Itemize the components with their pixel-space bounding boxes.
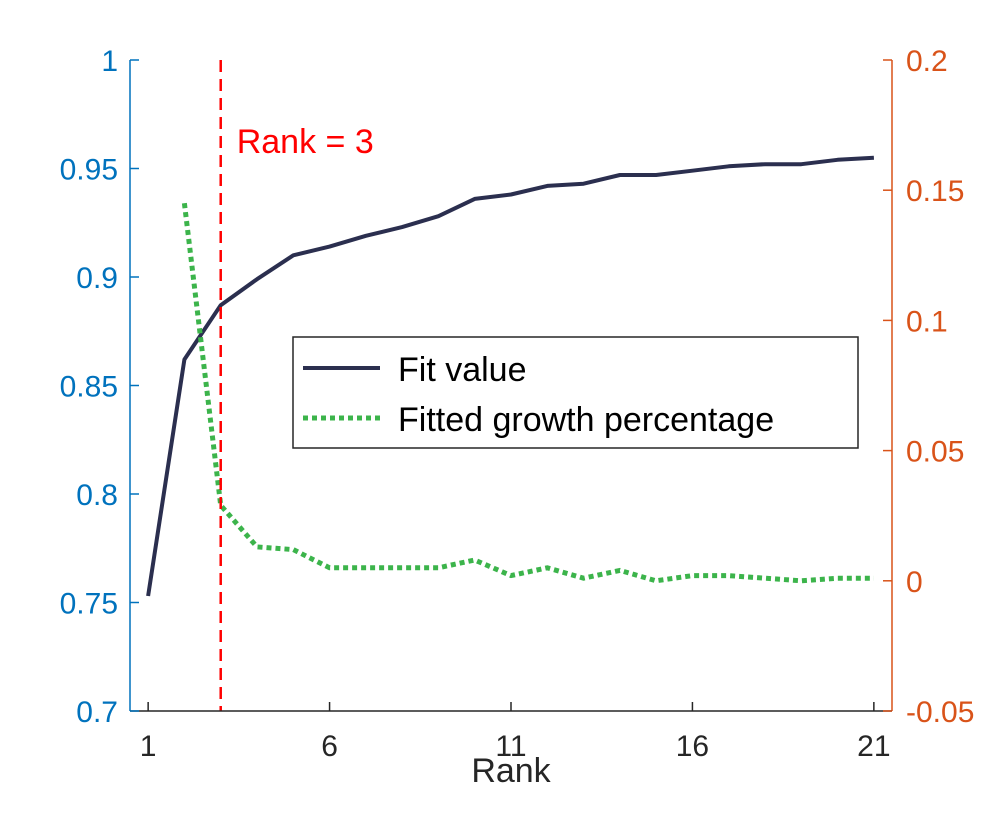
- y-right-tick-label: 0.2: [906, 45, 948, 78]
- x-axis-title: Rank: [471, 752, 551, 790]
- y-left-tick-label: 1: [101, 45, 118, 78]
- x-tick-label: 21: [857, 730, 890, 763]
- legend-label-fitted-growth: Fitted growth percentage: [398, 401, 774, 439]
- legend: Fit value Fitted growth percentage: [292, 336, 859, 449]
- annotation-layer: Rank = 3: [219, 60, 374, 711]
- series-line-1: [181, 202, 874, 584]
- y-right-tick-label: 0.1: [906, 305, 948, 338]
- axes-layer: 0.7 0.75 0.8 0.85 0.9 0.95 1 -0.05 0 0.05 0.1 0.15 0…: [60, 45, 975, 763]
- y-left-tick-label: 0.8: [76, 479, 118, 512]
- x-tick-label: 16: [676, 730, 709, 763]
- y-left-tick-label: 0.95: [60, 154, 118, 187]
- x-tick-label: 11: [495, 730, 526, 763]
- y-left-tick-label: 0.75: [60, 588, 118, 621]
- y-right-tick-label: -0.05: [906, 696, 974, 729]
- y-right-tick-label: 0: [906, 566, 923, 599]
- y-right-tick-label: 0.05: [906, 436, 964, 469]
- y-right-tick-label: 0.15: [906, 175, 964, 208]
- y-left-tick-label: 0.85: [60, 371, 118, 404]
- rank-annotation-label: Rank = 3: [237, 123, 374, 161]
- x-tick-label: 1: [140, 730, 157, 763]
- legend-label-fit-value: Fit value: [398, 351, 527, 389]
- y-left-tick-label: 0.7: [76, 696, 118, 729]
- x-tick-label: 6: [321, 730, 338, 763]
- legend-box: [292, 336, 859, 449]
- y-left-tick-label: 0.9: [76, 262, 118, 295]
